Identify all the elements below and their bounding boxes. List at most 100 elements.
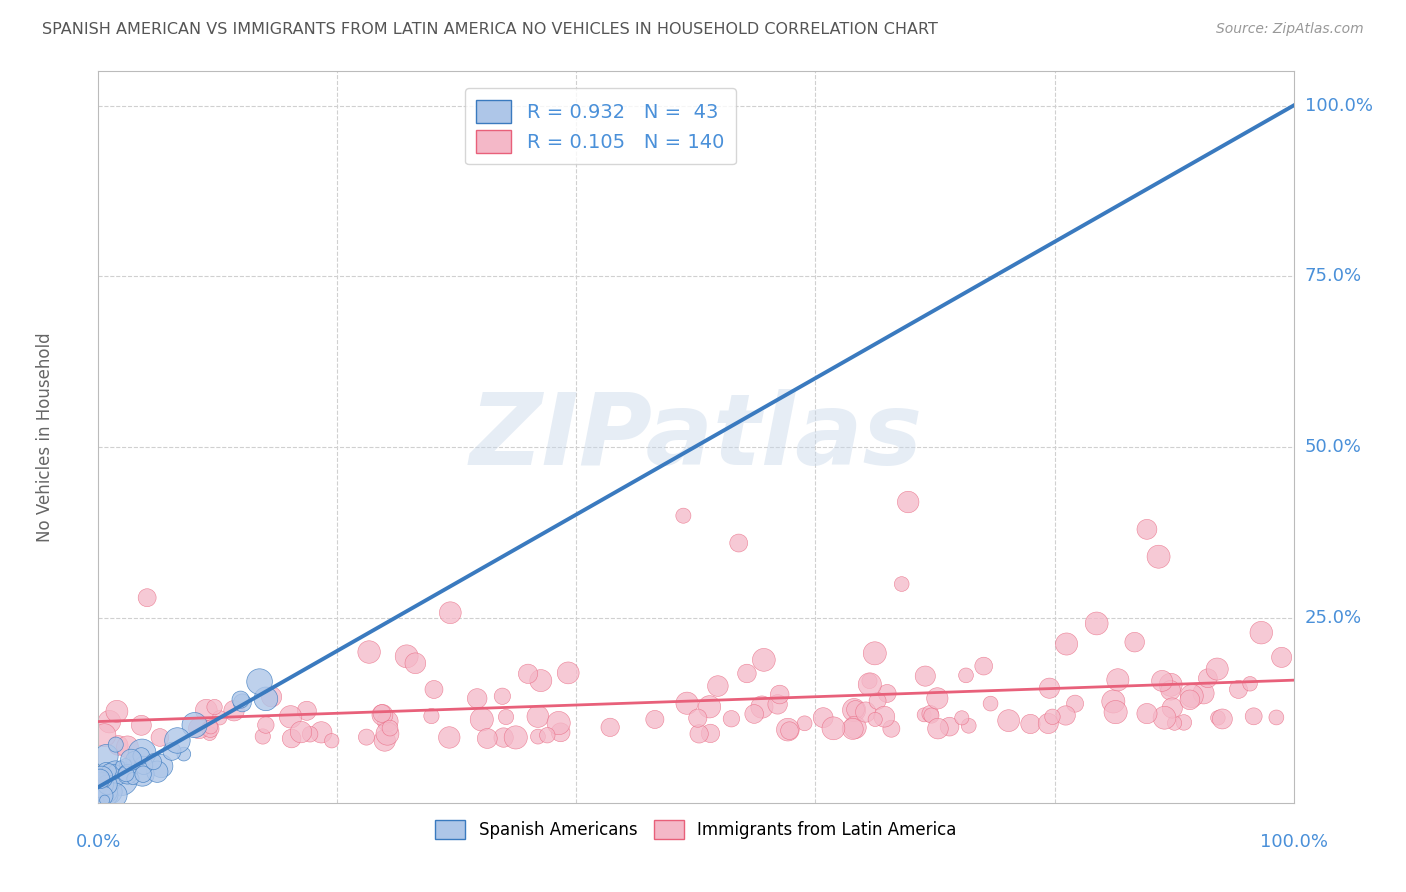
Point	[1102, 694, 1125, 708]
Point	[395, 649, 418, 664]
Point	[536, 728, 558, 742]
Point	[752, 653, 775, 667]
Point	[1056, 637, 1078, 651]
Point	[94, 784, 117, 798]
Point	[195, 703, 218, 717]
Point	[183, 718, 205, 732]
Point	[1181, 689, 1204, 703]
Point	[1161, 701, 1184, 715]
Point	[117, 767, 139, 781]
Point	[769, 688, 792, 702]
Point	[938, 720, 960, 734]
Point	[359, 645, 381, 659]
Point	[132, 767, 155, 781]
Point	[742, 706, 765, 721]
Point	[1163, 716, 1185, 731]
Point	[776, 723, 799, 737]
Point	[378, 721, 401, 735]
Point	[1206, 711, 1229, 725]
Point	[973, 659, 995, 673]
Point	[136, 591, 159, 605]
Point	[96, 778, 118, 792]
Point	[599, 720, 621, 734]
Point	[280, 731, 302, 746]
Point	[371, 706, 394, 721]
Point	[423, 682, 446, 697]
Point	[404, 657, 426, 671]
Point	[173, 747, 195, 761]
Point	[1206, 662, 1229, 676]
Point	[720, 712, 742, 726]
Point	[1265, 710, 1288, 724]
Point	[880, 722, 903, 736]
Point	[1160, 678, 1182, 692]
Point	[876, 686, 898, 700]
Point	[644, 713, 666, 727]
Point	[200, 720, 222, 734]
Point	[150, 759, 173, 773]
Point	[1038, 716, 1060, 731]
Point	[104, 738, 127, 752]
Point	[517, 666, 540, 681]
Point	[1107, 673, 1129, 687]
Point	[527, 709, 550, 723]
Point	[859, 677, 882, 691]
Text: SPANISH AMERICAN VS IMMIGRANTS FROM LATIN AMERICA NO VEHICLES IN HOUSEHOLD CORRE: SPANISH AMERICAN VS IMMIGRANTS FROM LATI…	[42, 22, 938, 37]
Point	[858, 673, 880, 688]
Point	[465, 691, 488, 706]
Point	[166, 733, 188, 747]
Text: 100.0%: 100.0%	[1305, 96, 1372, 114]
Point	[1038, 681, 1060, 696]
Point	[96, 749, 118, 764]
Point	[950, 711, 973, 725]
Point	[688, 727, 710, 741]
Point	[110, 772, 132, 786]
Point	[377, 714, 399, 729]
Point	[280, 710, 302, 724]
Point	[149, 731, 172, 745]
Point	[1152, 673, 1174, 688]
Point	[105, 704, 128, 718]
Point	[477, 731, 499, 746]
Point	[104, 764, 127, 779]
Point	[104, 766, 127, 780]
Point	[260, 690, 283, 704]
Point	[439, 606, 461, 620]
Point	[1160, 683, 1182, 698]
Point	[115, 767, 138, 781]
Point	[110, 758, 132, 772]
Point	[1136, 522, 1159, 536]
Point	[863, 713, 886, 727]
Point	[842, 703, 865, 717]
Point	[114, 757, 136, 772]
Point	[912, 707, 935, 722]
Point	[131, 749, 153, 764]
Point	[1123, 635, 1146, 649]
Point	[1136, 706, 1159, 721]
Point	[249, 674, 271, 689]
Point	[160, 744, 183, 758]
Point	[1197, 671, 1219, 685]
Point	[492, 731, 515, 745]
Point	[495, 710, 517, 724]
Point	[997, 714, 1019, 728]
Point	[920, 706, 942, 721]
Point	[855, 705, 877, 719]
Point	[311, 725, 333, 739]
Point	[93, 793, 115, 807]
Point	[420, 709, 443, 723]
Point	[98, 764, 121, 778]
Point	[844, 721, 866, 735]
Point	[920, 708, 942, 723]
Text: 100.0%: 100.0%	[1260, 833, 1327, 851]
Point	[98, 784, 121, 798]
Point	[1019, 717, 1042, 731]
Point	[131, 746, 153, 760]
Point	[321, 733, 343, 747]
Point	[866, 694, 889, 708]
Point	[1250, 625, 1272, 640]
Point	[676, 696, 699, 710]
Point	[104, 788, 127, 802]
Point	[491, 690, 513, 704]
Point	[530, 673, 553, 688]
